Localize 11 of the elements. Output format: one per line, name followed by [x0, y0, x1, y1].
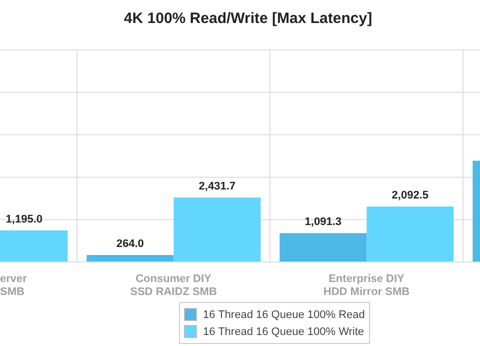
x-tick-label: Consumer DIY SSD RAIDZ SMB	[130, 273, 217, 298]
data-label: 264.0	[116, 238, 144, 250]
chart-title: 4K 100% Read/Write [Max Latency]	[122, 10, 374, 27]
legend-label: 16 Thread 16 Queue 100% Read	[203, 308, 365, 320]
data-label: 1,091.3	[304, 216, 342, 228]
x-tick-label: Enterprise DIY HDD Mirror SMB	[323, 273, 410, 298]
x-tick-label: erver SMB	[0, 273, 28, 298]
data-label: 2,092.5	[392, 190, 428, 202]
legend-label: 16 Thread 16 Queue 100% Write	[203, 326, 364, 338]
data-label: 2,431.7	[198, 180, 236, 193]
data-label: 1,195.0	[6, 213, 42, 226]
